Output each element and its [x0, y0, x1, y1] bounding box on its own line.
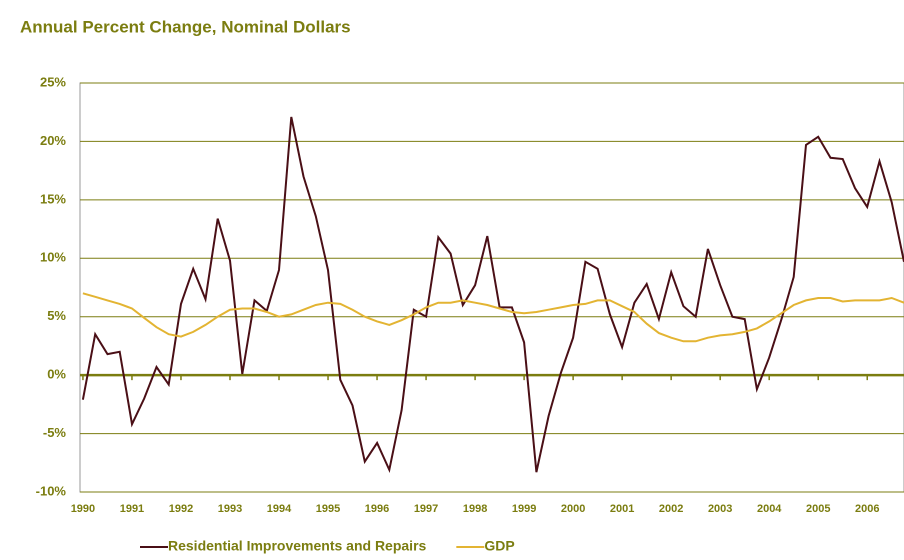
y-tick-label: 10%	[40, 250, 66, 265]
chart-title: Annual Percent Change, Nominal Dollars	[20, 17, 351, 36]
x-tick-label: 1992	[169, 503, 193, 515]
x-tick-label: 2003	[708, 503, 732, 515]
x-tick-label: 1991	[120, 503, 144, 515]
x-tick-label: 1993	[218, 503, 242, 515]
y-tick-label: -5%	[43, 425, 67, 440]
x-tick-label: 2005	[806, 503, 830, 515]
x-tick-label: 1995	[316, 503, 340, 515]
x-tick-label: 2002	[659, 503, 683, 515]
x-tick-label: 1998	[463, 503, 487, 515]
y-tick-label: 25%	[40, 74, 66, 89]
plot-area	[79, 82, 904, 493]
y-tick-label: 0%	[47, 367, 66, 382]
x-tick-label: 1997	[414, 503, 438, 515]
x-tick-label: 1994	[267, 503, 292, 515]
series-line	[82, 292, 904, 343]
series-line	[81, 116, 904, 474]
x-tick-label: 2006	[855, 503, 879, 515]
x-tick-label: 2001	[610, 503, 634, 515]
x-tick-label: 1990	[71, 503, 95, 515]
legend-label: GDP	[484, 538, 514, 554]
x-tick-label: 1996	[365, 503, 389, 515]
x-tick-label: 1999	[512, 503, 536, 515]
y-tick-label: 5%	[47, 308, 66, 323]
x-tick-label: 2004	[757, 503, 782, 515]
y-tick-label: 20%	[40, 133, 66, 148]
y-tick-label: 15%	[40, 191, 66, 206]
x-tick-label: 2000	[561, 503, 585, 515]
y-tick-label: -10%	[36, 483, 67, 498]
legend-label: Residential Improvements and Repairs	[168, 538, 427, 554]
